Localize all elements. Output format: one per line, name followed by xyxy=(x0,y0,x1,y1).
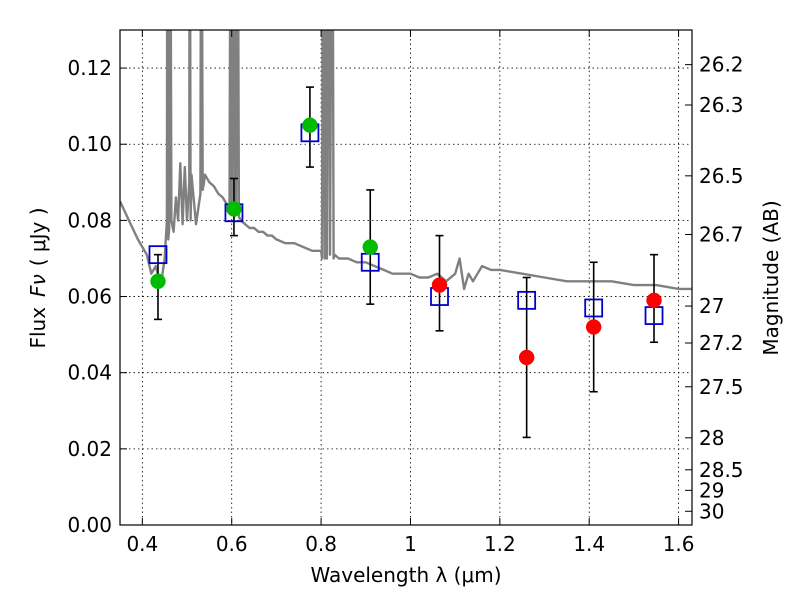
y2-tick-label: 27.2 xyxy=(699,331,744,355)
circle-marker xyxy=(518,349,535,366)
x-tick-label: 1 xyxy=(404,532,417,556)
y2-tick-label: 26.7 xyxy=(699,222,744,246)
y-axis-label-unit: ( μJy ) xyxy=(26,207,50,266)
grid xyxy=(120,30,692,526)
plot-background xyxy=(120,30,692,525)
plot-area xyxy=(120,30,692,439)
circle-marker xyxy=(362,239,378,255)
x-tick-label: 0.6 xyxy=(216,532,248,556)
y-axis-label-prefix: Flux xyxy=(26,307,50,349)
square-marker xyxy=(148,245,168,265)
x-tick-label: 1.2 xyxy=(484,532,516,556)
y2-tick-label: 27 xyxy=(699,294,724,318)
x-tick-label: 1.6 xyxy=(663,532,695,556)
model-sed-line xyxy=(120,30,692,291)
y-tick-label: 0.10 xyxy=(67,132,112,156)
circle-marker xyxy=(150,273,166,290)
y-tick-label: 0.08 xyxy=(67,208,112,232)
y2-tick-label: 26.5 xyxy=(699,164,744,188)
y2-tick-label: 28.5 xyxy=(699,458,744,482)
y-axis-label: Flux Fν ( μJy ) xyxy=(26,207,50,348)
circle-marker xyxy=(302,117,318,133)
y2-tick-label: 26.2 xyxy=(699,53,744,77)
y-tick-label: 0.04 xyxy=(67,361,112,385)
square-marker xyxy=(517,290,537,310)
x-tick-label: 0.8 xyxy=(305,532,337,556)
x-tick-label: 0.4 xyxy=(126,532,158,556)
y2-tick-label: 28 xyxy=(699,426,724,450)
ticks: 0.4 0.6 0.8 1 1.2 1.4 1.6 0.00 0.02 0.04 0.06 0.08 0… xyxy=(67,30,744,556)
circle-marker xyxy=(431,277,448,293)
y-tick-label: 0.12 xyxy=(67,56,112,80)
circle-marker xyxy=(585,319,602,335)
y2-tick-label: 27.5 xyxy=(699,375,744,399)
y2-tick-label: 29 xyxy=(699,478,724,502)
circle-marker xyxy=(646,292,662,309)
y-axis-label-symbol: Fν xyxy=(26,274,50,297)
x-axis-label: Wavelength λ (μm) xyxy=(310,563,501,587)
y-tick-label: 0.00 xyxy=(67,513,112,537)
x-tick-label: 1.4 xyxy=(573,532,605,556)
square-marker xyxy=(584,298,604,318)
y-tick-label: 0.02 xyxy=(67,437,112,461)
y2-tick-label: 26.3 xyxy=(699,93,744,117)
plot-frame xyxy=(119,29,693,526)
circle-marker xyxy=(226,201,242,217)
y-tick-label: 0.06 xyxy=(67,285,112,309)
y2-tick-label: 30 xyxy=(699,499,724,523)
y2-axis-label: Magnitude (AB) xyxy=(759,200,783,355)
